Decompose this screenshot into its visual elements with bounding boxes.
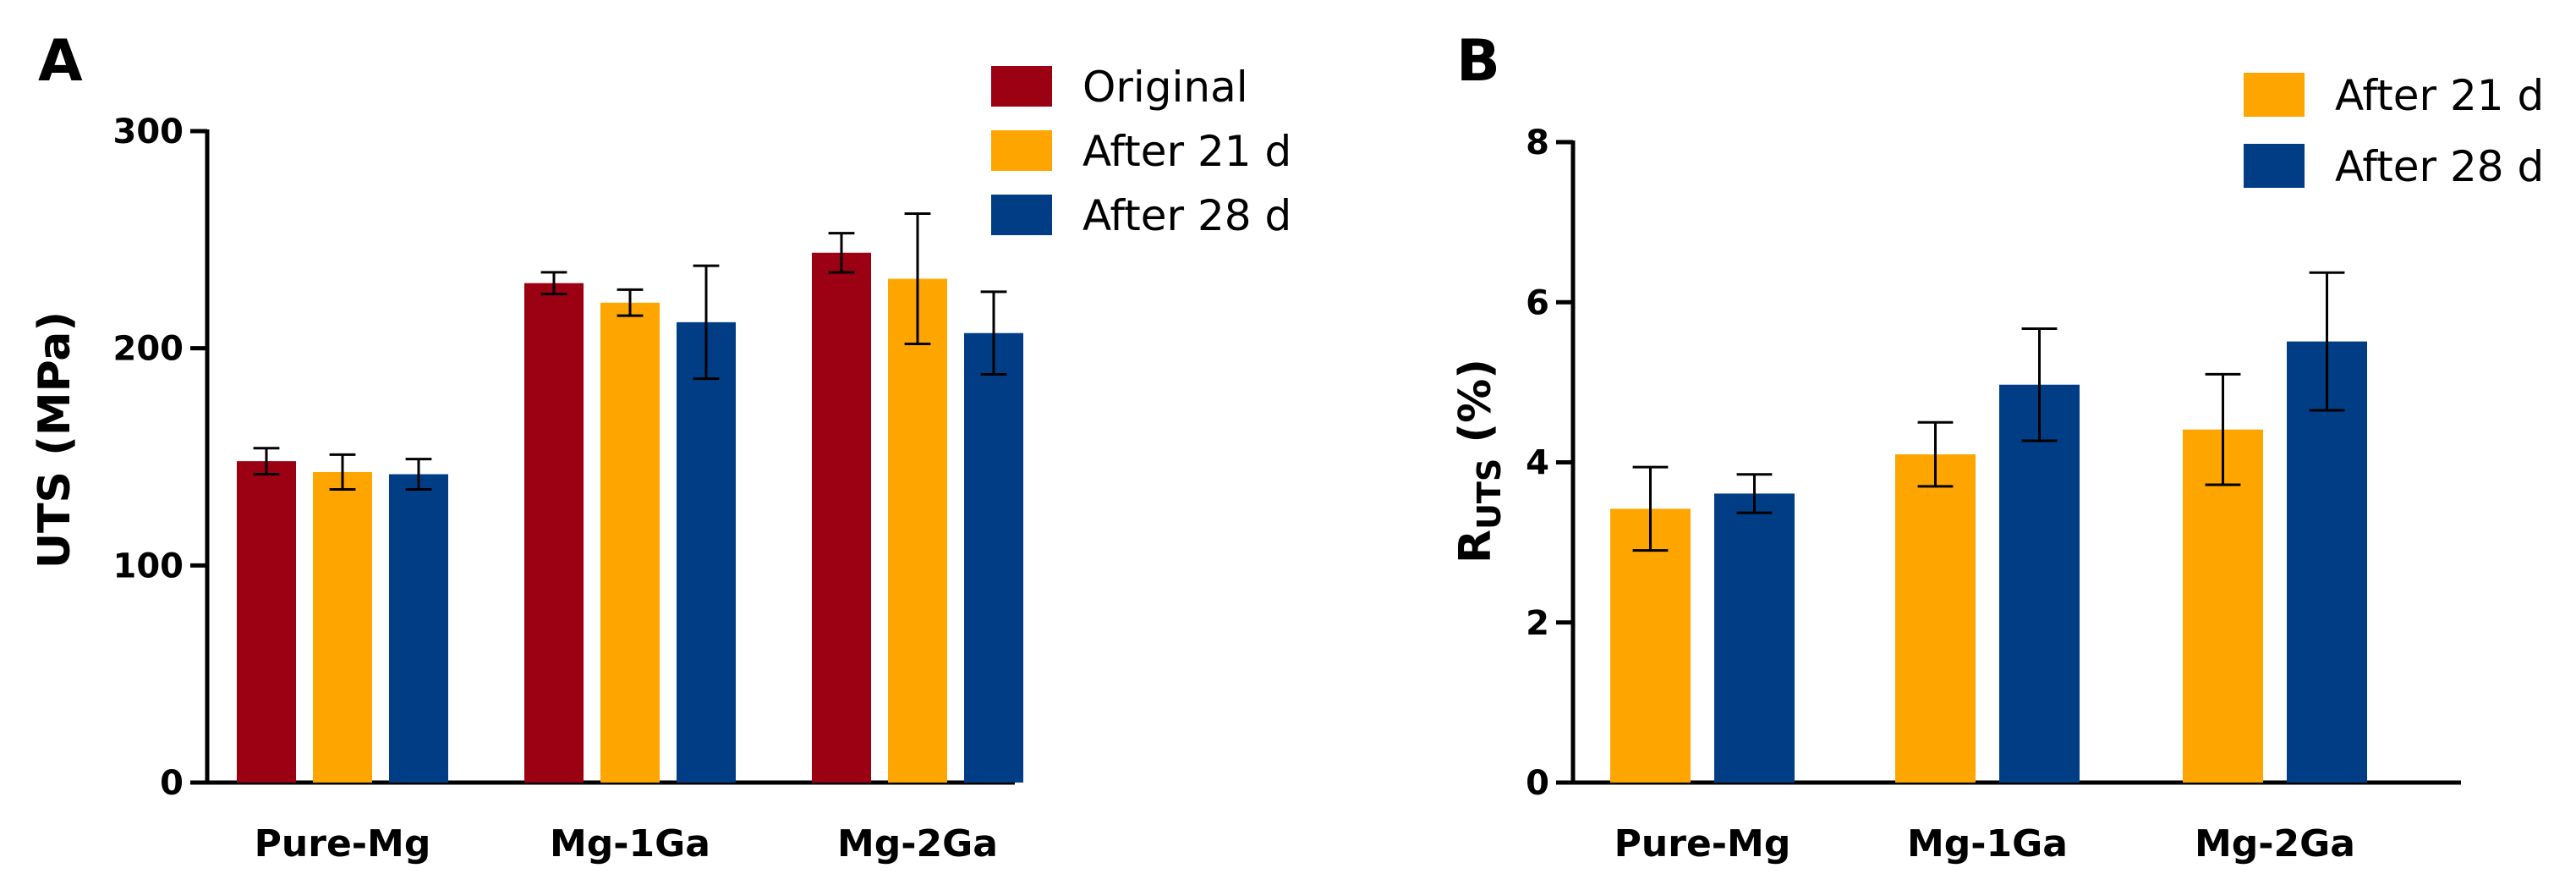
panel-b-x-tick-label: Mg-1Ga (1907, 822, 2068, 865)
panel-a-y-tick-label: 0 (160, 764, 184, 803)
panel-a-legend-swatch (991, 130, 1052, 171)
panel-a-bar (237, 461, 296, 783)
panel-a-y-tick-label: 300 (113, 113, 184, 151)
panel-a-bar (812, 252, 871, 783)
panel-a-x-tick-label: Pure-Mg (255, 822, 431, 865)
panel-a-bar (600, 302, 660, 783)
panel-b-y-tick-label: 8 (1526, 124, 1549, 162)
panel-b-y-tick-label: 6 (1526, 283, 1549, 322)
panel-a-legend-label: After 21 d (1082, 127, 1291, 176)
panel-b-x-tick-label: Mg-2Ga (2195, 822, 2355, 865)
panel-a-plot: 0 100 200 300 Pure-Mg Mg-1Ga Mg-2Ga Original Aft… (113, 63, 1292, 865)
panel-a-bar (964, 332, 1023, 783)
panel-b-bar (1714, 493, 1795, 783)
panel-a-y-axis-label: UTS (MPa) (30, 311, 80, 569)
panel-a-legend-label: Original (1082, 63, 1248, 112)
panel-a-bar (888, 278, 947, 783)
panel-b-y-axis-label: RUTS (%) (1450, 359, 1508, 563)
panel-a-y-tick-label: 200 (113, 330, 184, 369)
panel-a-legend-swatch (991, 66, 1052, 107)
panel-a-bar (313, 471, 372, 783)
panel-b-y-tick-label: 0 (1526, 764, 1549, 803)
panel-a-x-tick-label: Mg-1Ga (550, 822, 710, 865)
panel-b-bar (2287, 341, 2367, 783)
panel-b-bar (2183, 429, 2263, 783)
panel-b-y-label-main: R (1450, 530, 1501, 563)
panel-b-bar (1610, 508, 1691, 783)
panel-a-bar (389, 474, 448, 783)
panel-b-plot: 0 2 4 6 8 Pure-Mg Mg-1Ga Mg-2Ga After 21 d After … (1526, 71, 2544, 865)
panel-b-y-tick-label: 4 (1526, 444, 1549, 483)
panel-a-letter: A (38, 28, 83, 95)
panel-b-y-tick-label: 2 (1526, 604, 1549, 643)
panel-b-legend-label: After 21 d (2335, 71, 2544, 120)
panel-b-y-label-subscript: UTS (1471, 459, 1508, 530)
panel-b-bar (1999, 384, 2080, 783)
panel-b-y-label-unit: (%) (1450, 359, 1501, 459)
panel-a-legend-swatch (991, 195, 1052, 235)
panel-b-legend-label: After 28 d (2335, 142, 2544, 191)
panel-b-bar (1895, 454, 1976, 783)
panel-a-bar (524, 283, 584, 783)
panel-a-bar (677, 321, 736, 783)
panel-b-legend-swatch (2244, 73, 2305, 117)
panel-a-x-tick-label: Mg-2Ga (837, 822, 998, 865)
panel-a-y-tick-label: 100 (113, 547, 184, 585)
panel-a-legend-label: After 28 d (1082, 191, 1291, 240)
panel-b-legend-swatch (2244, 144, 2305, 188)
panel-b-letter: B (1456, 28, 1500, 95)
panel-b-x-tick-label: Pure-Mg (1614, 822, 1791, 865)
